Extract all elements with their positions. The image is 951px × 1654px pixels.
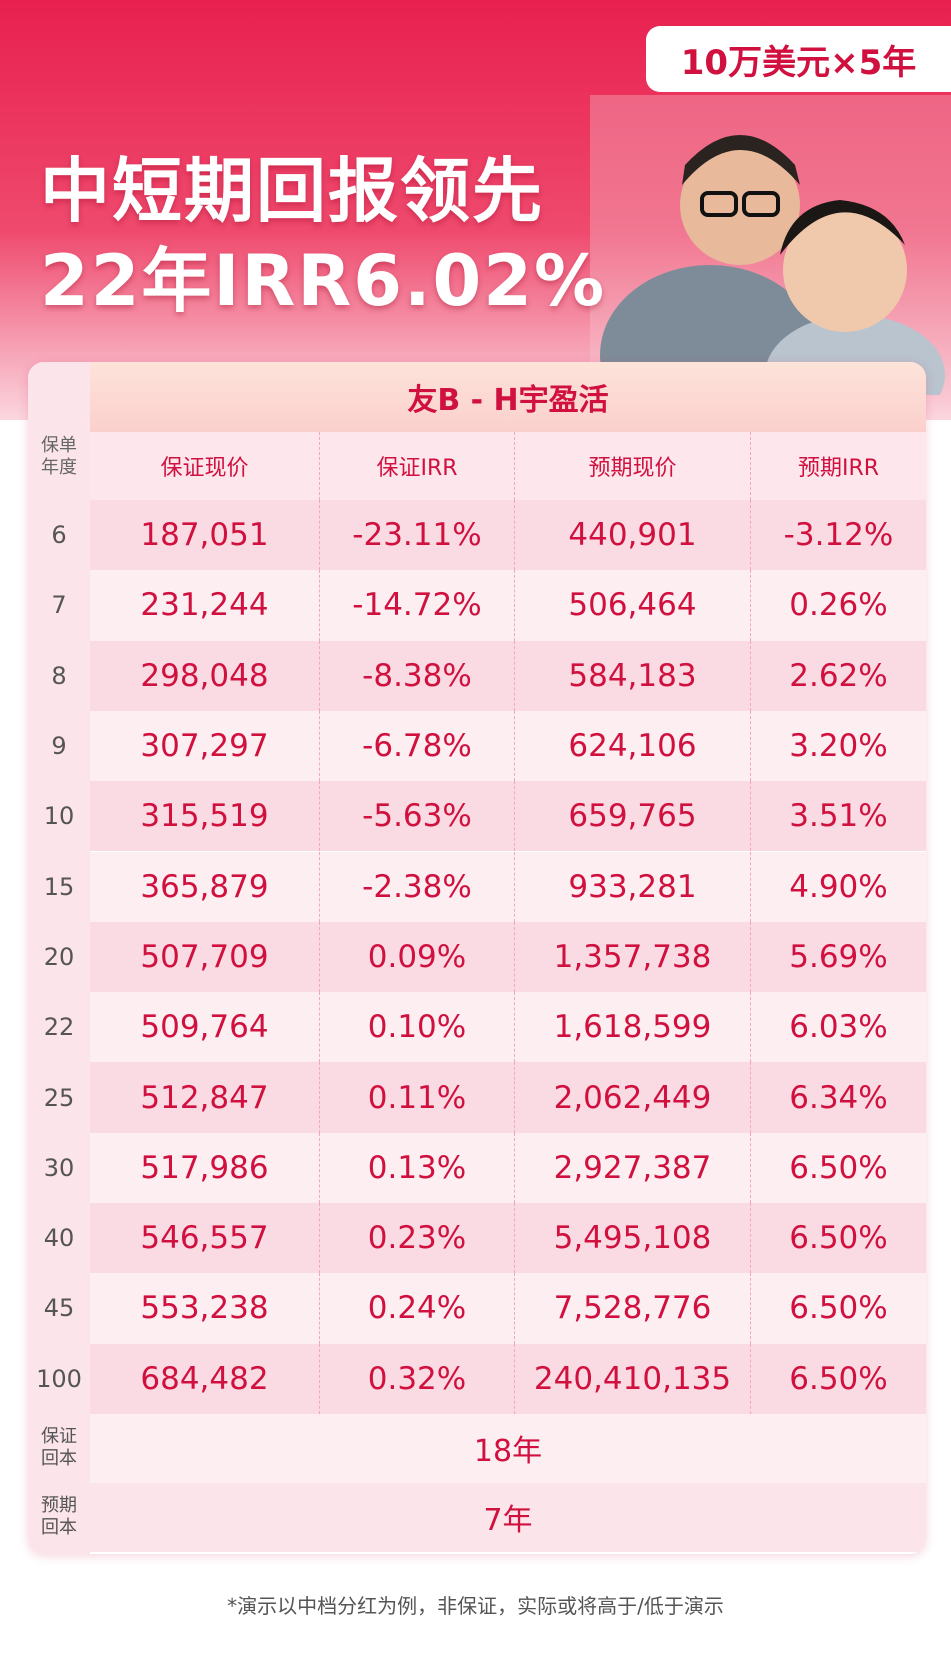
- value-cell: 6.50%: [789, 1220, 888, 1257]
- row-bg: [90, 570, 926, 641]
- value-cell: 5.69%: [789, 938, 888, 975]
- breakeven-value: 7年: [483, 1503, 533, 1539]
- value-cell: 2,927,387: [515, 1132, 751, 1203]
- value-cell: 0.26%: [789, 587, 888, 624]
- value-cell: -2.38%: [320, 851, 515, 922]
- row-bg: [90, 781, 926, 852]
- year-cell: 15: [43, 872, 75, 901]
- photo: [590, 95, 951, 395]
- value-cell: 6.50%: [789, 1290, 888, 1327]
- year-cell: 45: [43, 1294, 75, 1323]
- column-header: 预期现价: [515, 432, 751, 500]
- footnote: *演示以中档分红为例，非保证，实际或将高于/低于演示: [227, 1594, 724, 1618]
- column-header: 保证IRR: [320, 432, 515, 500]
- row-bg: [90, 500, 926, 571]
- breakeven-label: 保证回本: [41, 1426, 77, 1470]
- value-cell: 512,847: [90, 1062, 320, 1133]
- value-cell: 933,281: [515, 851, 751, 922]
- year-cell: 22: [43, 1013, 75, 1042]
- value-cell: 553,238: [90, 1273, 320, 1344]
- value-cell: 584,183: [515, 640, 751, 711]
- value-cell: -23.11%: [320, 500, 515, 571]
- value-cell: -3.12%: [783, 517, 894, 554]
- breakeven-bg: [90, 1413, 926, 1483]
- badge: 10万美元×5年: [646, 26, 951, 92]
- value-cell: 507,709: [90, 921, 320, 993]
- product-band: 友B - H宇盈活: [90, 362, 926, 432]
- value-cell: 6.50%: [789, 1360, 888, 1397]
- row-bg: [90, 1343, 926, 1414]
- value-cell: 0.13%: [320, 1132, 515, 1203]
- value-cell: 6.03%: [789, 1009, 888, 1046]
- row-bg: [90, 851, 926, 922]
- year-cell: 100: [36, 1364, 82, 1393]
- value-cell: 440,901: [515, 500, 751, 571]
- value-cell: 2.62%: [789, 657, 888, 694]
- row-bg: [90, 921, 926, 993]
- year-cell: 30: [43, 1153, 75, 1182]
- value-cell: -8.38%: [320, 640, 515, 711]
- year-cell: 8: [51, 661, 67, 690]
- value-cell: 307,297: [90, 710, 320, 782]
- value-cell: -14.72%: [320, 570, 515, 641]
- value-cell: 231,244: [90, 570, 320, 641]
- value-cell: 6.50%: [789, 1149, 888, 1186]
- value-cell: 3.51%: [789, 798, 888, 835]
- row-bg: [90, 1062, 926, 1133]
- value-cell: 517,986: [90, 1132, 320, 1203]
- year-cell: 9: [51, 732, 67, 761]
- row-bg: [90, 640, 926, 711]
- value-cell: 506,464: [515, 570, 751, 641]
- row-bg: [90, 992, 926, 1063]
- value-cell: 684,482: [90, 1343, 320, 1414]
- value-cell: 365,879: [90, 851, 320, 922]
- row-bg: [90, 1203, 926, 1274]
- year-header: 保单年度: [41, 435, 77, 478]
- value-cell: 546,557: [90, 1203, 320, 1274]
- column-header: 保证现价: [90, 432, 320, 500]
- year-cell: 40: [43, 1224, 75, 1253]
- value-cell: 1,357,738: [515, 921, 751, 993]
- breakeven-bg: [90, 1482, 926, 1552]
- value-cell: 240,410,135: [515, 1343, 751, 1414]
- value-cell: 6.34%: [789, 1079, 888, 1116]
- value-cell: 298,048: [90, 640, 320, 711]
- value-cell: -5.63%: [320, 781, 515, 852]
- breakeven-label: 预期回本: [41, 1495, 77, 1539]
- value-cell: 4.90%: [789, 868, 888, 905]
- value-cell: 0.23%: [320, 1203, 515, 1274]
- table: 友B - H宇盈活 保单年度 保证现价 保证IRR 预期现价 预期IRR 6 187,051-…: [28, 362, 926, 1554]
- row-bg: [90, 1132, 926, 1203]
- year-cell: 20: [43, 942, 75, 971]
- value-cell: 659,765: [515, 781, 751, 852]
- value-cell: 1,618,599: [515, 992, 751, 1063]
- value-cell: 0.10%: [320, 992, 515, 1063]
- year-cell: 10: [43, 802, 75, 831]
- column-header: 预期IRR: [751, 432, 926, 500]
- year-cell: 7: [51, 591, 67, 620]
- value-cell: 5,495,108: [515, 1203, 751, 1274]
- value-cell: 315,519: [90, 781, 320, 852]
- value-cell: 0.24%: [320, 1273, 515, 1344]
- breakeven-value: 18年: [473, 1434, 543, 1470]
- value-cell: 2,062,449: [515, 1062, 751, 1133]
- value-cell: 0.09%: [320, 921, 515, 993]
- year-cell: 25: [43, 1083, 75, 1112]
- value-cell: 509,764: [90, 992, 320, 1063]
- value-cell: 0.11%: [320, 1062, 515, 1133]
- left-column-bg: [28, 362, 90, 1554]
- value-cell: 187,051: [90, 500, 320, 571]
- value-cell: 0.32%: [320, 1343, 515, 1414]
- title: 22年IRR6.02%: [40, 240, 607, 322]
- value-cell: 624,106: [515, 710, 751, 782]
- year-cell: 6: [51, 521, 67, 550]
- row-bg: [90, 1273, 926, 1344]
- title: 中短期回报领先: [40, 150, 544, 232]
- value-cell: -6.78%: [320, 710, 515, 782]
- value-cell: 3.20%: [789, 728, 888, 765]
- row-bg: [90, 710, 926, 782]
- value-cell: 7,528,776: [515, 1273, 751, 1344]
